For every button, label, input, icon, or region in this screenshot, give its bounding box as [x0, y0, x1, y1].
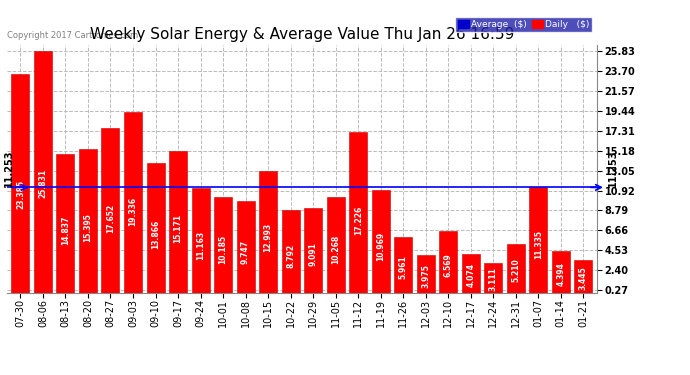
- Bar: [484, 264, 502, 292]
- Bar: [326, 196, 345, 292]
- Text: 10.268: 10.268: [331, 235, 340, 264]
- Text: 10.969: 10.969: [376, 232, 385, 261]
- Text: 5.961: 5.961: [399, 256, 408, 279]
- Text: Copyright 2017 Cartronics.com: Copyright 2017 Cartronics.com: [7, 31, 138, 40]
- Text: 9.091: 9.091: [308, 242, 317, 266]
- Text: 25.831: 25.831: [39, 170, 48, 198]
- Bar: [574, 260, 592, 292]
- Bar: [79, 149, 97, 292]
- Bar: [529, 187, 547, 292]
- Bar: [440, 231, 457, 292]
- Text: 15.171: 15.171: [173, 214, 183, 243]
- Text: 23.385: 23.385: [16, 180, 25, 209]
- Bar: [34, 51, 52, 292]
- Text: 17.652: 17.652: [106, 204, 115, 233]
- Text: 11.335: 11.335: [534, 230, 543, 260]
- Text: 8.792: 8.792: [286, 243, 295, 268]
- Text: 3.111: 3.111: [489, 267, 497, 291]
- Bar: [169, 151, 187, 292]
- Bar: [506, 244, 525, 292]
- Bar: [349, 132, 367, 292]
- Text: 14.837: 14.837: [61, 216, 70, 245]
- Legend: Average  ($), Daily   ($): Average ($), Daily ($): [455, 17, 592, 32]
- Bar: [124, 112, 142, 292]
- Bar: [282, 210, 299, 292]
- Bar: [237, 201, 255, 292]
- Bar: [101, 128, 119, 292]
- Text: 6.569: 6.569: [444, 253, 453, 277]
- Text: 3.445: 3.445: [579, 266, 588, 290]
- Text: 9.747: 9.747: [241, 240, 250, 264]
- Bar: [552, 252, 570, 292]
- Bar: [57, 154, 75, 292]
- Text: 13.866: 13.866: [151, 220, 160, 249]
- Text: 3.975: 3.975: [421, 264, 431, 288]
- Bar: [372, 190, 390, 292]
- Text: 19.336: 19.336: [128, 196, 137, 226]
- Bar: [192, 188, 210, 292]
- Bar: [214, 197, 232, 292]
- Text: 4.074: 4.074: [466, 263, 475, 287]
- Text: 4.394: 4.394: [556, 262, 565, 286]
- Text: 11.253: 11.253: [608, 150, 618, 188]
- Title: Weekly Solar Energy & Average Value Thu Jan 26 16:59: Weekly Solar Energy & Average Value Thu …: [90, 27, 514, 42]
- Bar: [394, 237, 412, 292]
- Text: 12.993: 12.993: [264, 224, 273, 252]
- Bar: [146, 163, 164, 292]
- Text: 11.253: 11.253: [4, 150, 14, 188]
- Text: 5.210: 5.210: [511, 259, 520, 282]
- Text: 10.185: 10.185: [219, 235, 228, 264]
- Bar: [304, 208, 322, 292]
- Bar: [417, 255, 435, 292]
- Text: 17.226: 17.226: [354, 206, 363, 235]
- Text: 11.163: 11.163: [196, 231, 205, 260]
- Bar: [462, 255, 480, 292]
- Bar: [12, 74, 30, 292]
- Text: 15.395: 15.395: [83, 213, 92, 242]
- Bar: [259, 171, 277, 292]
